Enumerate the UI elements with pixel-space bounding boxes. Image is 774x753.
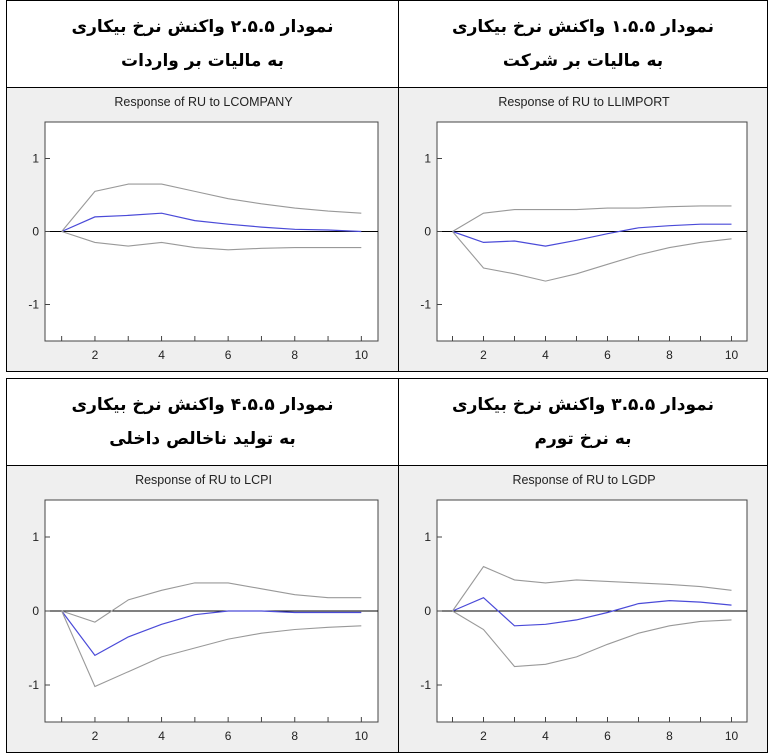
chart-panel-lgdp: Response of RU to LGDP 1 0 -1 2 4 6 8 10 xyxy=(398,465,768,753)
chart-caption-inflation: نمودار ۳.۵.۵ واکنش نرخ بیکاری به نرخ تور… xyxy=(398,378,768,466)
upper-band-line xyxy=(61,582,362,623)
lower-band-line xyxy=(61,230,362,251)
x-tick-label: 4 xyxy=(158,729,165,743)
caption-line-2: به تولید ناخالص داخلی xyxy=(109,429,296,449)
x-tick-label: 6 xyxy=(604,348,611,362)
x-tick-label: 6 xyxy=(604,729,611,743)
chart-caption-import-tax: نمودار ۲.۵.۵ واکنش نرخ بیکاری به مالیات … xyxy=(6,0,399,88)
caption-line-2: به مالیات بر شرکت xyxy=(502,51,664,71)
y-tick-label: -1 xyxy=(28,678,39,692)
chart-caption-corporate-tax: نمودار ۱.۵.۵ واکنش نرخ بیکاری به مالیات … xyxy=(398,0,768,88)
chart-panel-llimport: Response of RU to LLIMPORT 1 0 -1 2 4 6 8 10 xyxy=(398,87,768,372)
caption-line-1: نمودار ۱.۵.۵ واکنش نرخ بیکاری xyxy=(452,17,714,37)
x-tick-label: 8 xyxy=(291,729,298,743)
y-tick-label: 0 xyxy=(424,225,431,239)
chart-panel-lcpi: Response of RU to LCPI 1 0 -1 2 4 6 8 10 xyxy=(6,465,399,753)
x-tick-label: 8 xyxy=(666,348,673,362)
y-tick-label: 1 xyxy=(32,152,39,166)
y-tick-label: 1 xyxy=(424,152,431,166)
upper-band-line xyxy=(61,183,362,232)
upper-band-line xyxy=(452,565,732,612)
y-tick-label: 0 xyxy=(32,604,39,618)
y-tick-label: -1 xyxy=(420,678,431,692)
x-tick-label: 10 xyxy=(355,729,369,743)
response-line xyxy=(452,596,732,627)
chart-caption-gdp: نمودار ۴.۵.۵ واکنش نرخ بیکاری به تولید ن… xyxy=(6,378,399,466)
caption-line-1: نمودار ۳.۵.۵ واکنش نرخ بیکاری xyxy=(452,395,714,415)
caption-line-1: نمودار ۴.۵.۵ واکنش نرخ بیکاری xyxy=(71,395,334,415)
x-tick-label: 4 xyxy=(542,348,549,362)
x-tick-label: 2 xyxy=(480,729,487,743)
caption-line-2: به مالیات بر واردات xyxy=(121,51,284,71)
x-tick-label: 8 xyxy=(666,729,673,743)
chart-title: Response of RU to LCPI xyxy=(135,473,272,487)
x-tick-label: 6 xyxy=(225,729,232,743)
x-tick-label: 8 xyxy=(291,348,298,362)
response-line xyxy=(61,212,362,233)
x-tick-label: 4 xyxy=(158,348,165,362)
y-tick-label: -1 xyxy=(420,298,431,312)
y-tick-label: 0 xyxy=(424,604,431,618)
lower-band-line xyxy=(61,610,362,688)
response-line xyxy=(452,223,732,247)
upper-band-line xyxy=(452,205,732,232)
y-tick-label: 1 xyxy=(32,530,39,544)
x-tick-label: 10 xyxy=(725,348,739,362)
y-tick-label: 0 xyxy=(32,225,39,239)
y-tick-label: -1 xyxy=(28,298,39,312)
chart-title: Response of RU to LLIMPORT xyxy=(498,95,670,109)
y-tick-label: 1 xyxy=(424,530,431,544)
lower-band-line xyxy=(452,231,732,282)
x-tick-label: 10 xyxy=(355,348,369,362)
chart-title: Response of RU to LCOMPANY xyxy=(114,95,293,109)
x-tick-label: 10 xyxy=(725,729,739,743)
caption-line-2: به نرخ تورم xyxy=(534,429,632,449)
caption-line-1: نمودار ۲.۵.۵ واکنش نرخ بیکاری xyxy=(71,17,334,37)
figure-grid: نمودار ۲.۵.۵ واکنش نرخ بیکاری به مالیات … xyxy=(6,0,768,753)
lower-band-line xyxy=(452,610,732,668)
x-tick-label: 4 xyxy=(542,729,549,743)
chart-title: Response of RU to LGDP xyxy=(512,473,655,487)
response-line xyxy=(61,610,362,657)
x-tick-label: 2 xyxy=(92,729,99,743)
x-tick-label: 2 xyxy=(92,348,99,362)
x-tick-label: 6 xyxy=(225,348,232,362)
chart-panel-lcompany: Response of RU to LCOMPANY 1 0 -1 2 4 6 8 10 xyxy=(6,87,399,372)
x-tick-label: 2 xyxy=(480,348,487,362)
